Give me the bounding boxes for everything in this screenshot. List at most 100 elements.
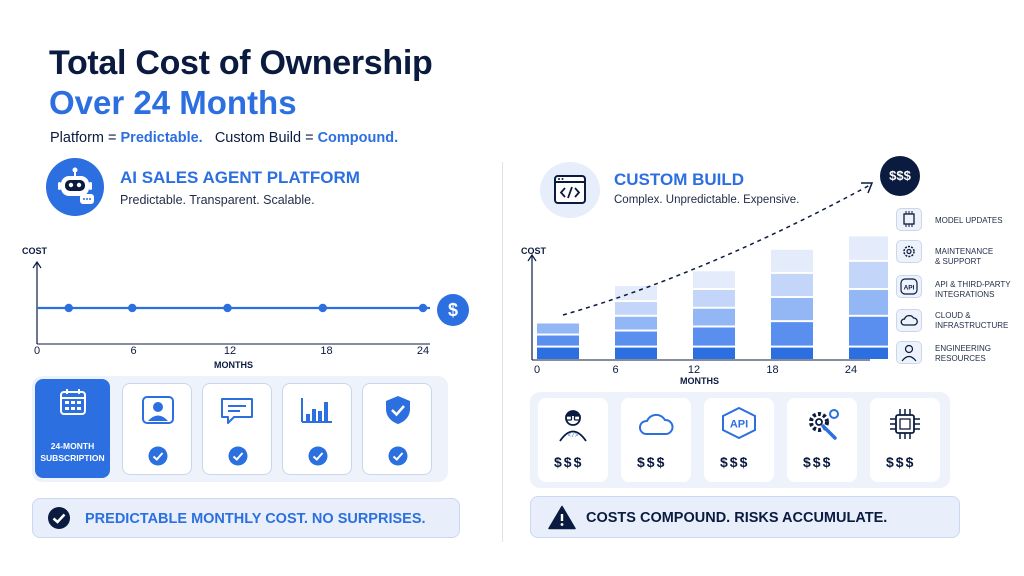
legend-maintenance: MAINTENANCE & SUPPORT [935, 247, 993, 267]
cost-card-model: $$$ [870, 398, 940, 482]
cloud-icon [639, 413, 674, 435]
shield-check-icon [386, 396, 410, 424]
check-circle-icon [48, 507, 70, 529]
cost-card-cloud: $$$ [621, 398, 691, 482]
platform-banner [32, 498, 460, 538]
bar-segment [693, 289, 735, 307]
legend-cloud: CLOUD & INFRASTRUCTURE [935, 311, 1008, 331]
bar-segment [771, 298, 813, 321]
code-window-icon [540, 162, 600, 218]
legend-label: MODEL UPDATES [935, 216, 1003, 225]
column-divider [502, 162, 503, 542]
svg-text:</>: </> [568, 432, 579, 439]
platform-cost-chart [32, 260, 430, 345]
platform-banner-text: PREDICTABLE MONTHLY COST. NO SURPRISES. [85, 511, 426, 527]
bar-segment [849, 347, 888, 359]
data-point [128, 303, 137, 313]
platform-heading: AI SALES AGENT PLATFORM [120, 168, 360, 187]
data-point [418, 303, 428, 313]
warning-icon [548, 505, 576, 530]
cost-label: $$$ [554, 454, 584, 470]
money-badge-icon: $$$ [880, 156, 920, 196]
x-tick-label: 12 [223, 345, 237, 357]
check-icon [388, 446, 408, 466]
bar-segment [693, 271, 735, 288]
svg-text:API: API [730, 419, 748, 431]
custom-build-banner-text: COSTS COMPOUND. RISKS ACCUMULATE. [586, 510, 888, 526]
dollar-icon: $ [437, 294, 469, 326]
feature-card-user [122, 383, 192, 475]
feature-card-chat [202, 383, 272, 475]
custom-build-banner [530, 496, 960, 538]
trend-arrow [562, 184, 871, 316]
bar-segment [537, 347, 579, 359]
check-icon [308, 446, 328, 466]
legend-label: & SUPPORT [935, 257, 982, 266]
cost-label: $$$ [803, 454, 833, 470]
bar-segment [849, 316, 888, 346]
legend-label: API & THIRD-PARTY [935, 280, 1011, 289]
chip-icon [890, 409, 920, 439]
bar-segment [693, 308, 735, 326]
bar-segment [693, 327, 735, 346]
left-x-axis-label: MONTHS [214, 360, 253, 370]
bar-segment [537, 335, 579, 346]
data-point [223, 303, 232, 313]
cost-label: $$$ [886, 454, 916, 470]
tagline-custom: Custom Build = [214, 130, 318, 146]
x-tick-label: 24 [416, 345, 430, 357]
legend-engineer-icon [896, 341, 922, 364]
bar-segment [537, 323, 579, 334]
user-icon [142, 396, 174, 424]
bar-segment [615, 331, 657, 346]
legend-engineering: ENGINEERING RESOURCES [935, 344, 991, 364]
tagline: Platform = Predictable. Custom Build = C… [50, 130, 398, 146]
bar-segment [615, 347, 657, 359]
legend-chip-icon [896, 208, 922, 231]
bar-segment [615, 302, 657, 315]
bar-segment [771, 249, 813, 272]
x-tick-label: 0 [33, 345, 41, 357]
calendar-icon [60, 389, 86, 415]
right-y-axis-label: COST [521, 246, 547, 256]
bar-segment [849, 289, 888, 315]
bar-segment [771, 322, 813, 346]
feature-card-security [362, 383, 432, 475]
api-icon: API [722, 406, 756, 440]
data-point [318, 303, 327, 313]
custom-build-cost-chart [527, 182, 888, 361]
right-x-axis-label: MONTHS [680, 376, 719, 386]
tagline-platform-value: Predictable. [120, 130, 203, 146]
legend-label: INTEGRATIONS [935, 290, 995, 299]
x-tick-label: 18 [766, 364, 779, 376]
tagline-platform: Platform = [50, 130, 121, 146]
bar-segment [615, 316, 657, 330]
x-tick-label: 0 [533, 364, 541, 376]
cost-label: $$$ [637, 454, 667, 470]
robot-icon [46, 158, 104, 216]
tagline-custom-value: Compound. [317, 130, 399, 146]
x-tick-label: 18 [320, 345, 333, 357]
subscription-label: 24-MONTH SUBSCRIPTION [40, 441, 105, 463]
custom-build-heading: CUSTOM BUILD [614, 170, 745, 189]
legend-model-updates: MODEL UPDATES [935, 216, 1003, 226]
legend-api: API & THIRD-PARTY INTEGRATIONS [935, 280, 1011, 300]
legend-label: INFRASTRUCTURE [935, 321, 1009, 330]
x-tick-label: 6 [612, 364, 619, 376]
bar-segment [771, 347, 813, 359]
left-y-axis-label: COST [22, 246, 48, 256]
x-tick-label: 6 [130, 345, 137, 357]
legend-label: MAINTENANCE [935, 247, 994, 256]
check-icon [148, 446, 168, 466]
feature-card-analytics [282, 383, 352, 475]
gear-wrench-icon [809, 409, 839, 440]
legend-cloud-icon [896, 309, 922, 332]
cost-card-maintenance: $$$ [787, 398, 857, 482]
cost-card-engineering: </> $$$ [538, 398, 608, 482]
custom-build-subheading: Complex. Unpredictable. Expensive. [614, 194, 800, 206]
bar-segment [849, 236, 888, 260]
cost-card-api: API $$$ [704, 398, 774, 482]
bar-segment [693, 347, 735, 359]
engineer-icon: </> [559, 410, 587, 442]
legend-api-icon: API [896, 275, 922, 298]
